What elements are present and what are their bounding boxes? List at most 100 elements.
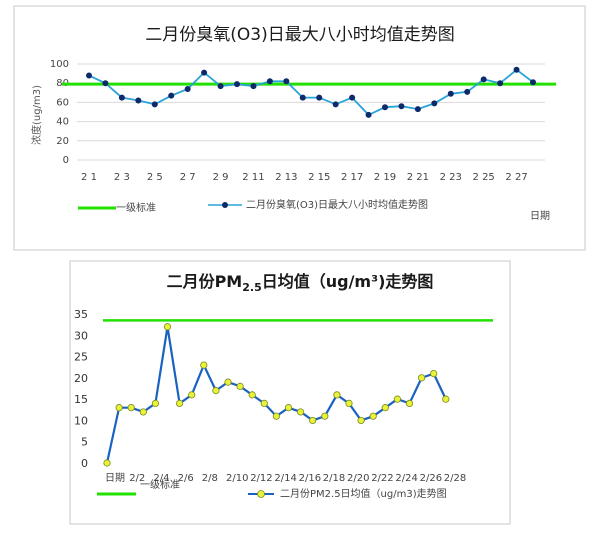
o3-data-point <box>86 72 92 79</box>
o3-data-point <box>266 78 273 85</box>
o3-y-tick-label: 40 <box>56 117 69 128</box>
o3-data-point <box>316 94 323 101</box>
pm25-x-tick-label: 2/8 <box>202 473 218 484</box>
pm25-x-tick-label: 2/16 <box>299 473 321 484</box>
pm25-data-point <box>405 399 414 407</box>
pm25-x-tick-label: 2/6 <box>178 473 194 484</box>
pm25-x-tick-labels: 日期 2/2 2/4 2/6 2/8 2/10 2/12 2/14 2/16 2/18 2/20 2/… <box>105 472 466 484</box>
o3-x-axis-label: 日期 <box>530 210 550 222</box>
o3-data-point <box>234 81 240 88</box>
pm25-x-tick-label: 2/18 <box>323 473 345 484</box>
o3-x-tick-label: 2 3 <box>114 172 130 183</box>
pm25-data-point <box>151 399 159 407</box>
o3-data-point <box>332 101 339 108</box>
o3-data-point <box>217 83 224 90</box>
o3-data-point <box>431 100 438 107</box>
pm25-y-tick-labels: 0 5 10 15 20 25 30 35 <box>74 308 88 470</box>
pm25-data-point <box>260 399 268 407</box>
o3-series-line <box>88 68 534 116</box>
o3-data-point <box>151 101 158 108</box>
pm25-data-point <box>139 408 147 416</box>
o3-data-point <box>283 78 290 85</box>
o3-x-tick-label: 2 7 <box>180 172 196 183</box>
pm25-y-tick-label: 10 <box>74 414 88 427</box>
o3-chart-title: 二月份臭氧(O3)日最大八小时均值走势图 <box>145 25 454 45</box>
pm25-data-point <box>248 391 256 399</box>
pm25-y-tick-label: 0 <box>81 457 88 470</box>
pm25-data-point <box>103 459 111 467</box>
o3-x-tick-label: 2 19 <box>374 172 396 183</box>
o3-data-point <box>447 90 454 97</box>
pm25-data-point <box>224 378 232 386</box>
pm25-data-point <box>357 416 365 425</box>
pm25-y-tick-label: 30 <box>74 329 88 342</box>
o3-data-point <box>184 85 191 92</box>
pm25-legend-standard-label: 一级标准 <box>140 479 180 491</box>
pm25-data-point <box>272 412 280 420</box>
o3-data-point <box>349 94 356 101</box>
o3-x-tick-label: 2 27 <box>505 172 527 183</box>
o3-legend-series-label: 二月份臭氧(O3)日最大八小时均值走势图 <box>246 198 428 211</box>
pm25-data-point <box>381 404 389 412</box>
pm25-legend-series-marker <box>257 490 265 498</box>
pm25-data-point <box>393 395 401 403</box>
o3-data-point <box>513 66 520 73</box>
o3-data-point <box>414 106 421 113</box>
o3-x-tick-label: 2 17 <box>341 172 363 183</box>
o3-data-point <box>102 80 109 87</box>
o3-x-tick-label: 2 23 <box>440 172 462 183</box>
o3-data-point <box>530 79 536 86</box>
pm25-data-point <box>333 391 341 399</box>
pm25-x-tick-label: 2/20 <box>347 473 369 484</box>
pm25-data-point <box>127 404 135 412</box>
pm25-data-point <box>442 395 450 403</box>
pm25-data-point <box>115 404 123 412</box>
pm25-x-tick-label: 2/12 <box>250 473 272 484</box>
pm25-y-tick-label: 20 <box>74 372 88 385</box>
o3-data-point <box>118 94 125 101</box>
pm25-data-point <box>321 412 329 420</box>
pm25-x-tick-label: 2/28 <box>444 473 466 484</box>
o3-data-point <box>464 88 471 95</box>
pm25-data-point <box>417 374 426 382</box>
pm25-data-point <box>284 404 293 412</box>
o3-x-tick-label: 2 5 <box>147 172 163 183</box>
pm25-data-point <box>212 387 220 395</box>
o3-data-point <box>299 94 306 101</box>
pm25-y-tick-label: 25 <box>74 351 88 364</box>
o3-x-tick-label: 2 9 <box>213 172 229 183</box>
pm25-legend-series-label: 二月份PM2.5日均值（ug/m3)走势图 <box>280 487 447 500</box>
o3-x-tick-label: 2 1 <box>81 172 97 183</box>
o3-legend-series-marker <box>222 202 228 208</box>
o3-x-tick-label: 2 13 <box>275 172 297 183</box>
o3-data-point <box>480 76 487 83</box>
o3-y-tick-label: 100 <box>50 59 69 70</box>
o3-x-tick-label: 2 15 <box>308 172 330 183</box>
o3-series <box>86 66 536 118</box>
o3-y-tick-label: 60 <box>56 97 69 108</box>
pm25-data-point <box>430 369 438 378</box>
o3-data-point <box>135 97 142 104</box>
pm25-x-tick-label: 2/10 <box>226 473 248 484</box>
pm25-data-point <box>345 399 353 407</box>
pm25-data-point <box>200 361 208 369</box>
o3-y-tick-label: 0 <box>63 155 69 166</box>
pm25-chart-frame <box>69 260 511 525</box>
pm25-series <box>103 323 450 467</box>
pm25-y-tick-label: 35 <box>74 308 88 321</box>
o3-data-point <box>250 83 257 90</box>
pm25-data-point <box>188 391 196 399</box>
pm25-y-tick-label: 5 <box>81 436 88 449</box>
o3-data-point <box>168 92 175 99</box>
o3-y-tick-label: 20 <box>56 136 69 147</box>
o3-x-tick-label: 2 25 <box>473 172 495 183</box>
o3-data-point <box>365 111 372 118</box>
o3-y-axis-label: 浓度(ug/m3) <box>30 85 43 145</box>
pm25-x-tick-label: 2/24 <box>395 473 417 484</box>
pm25-y-tick-label: 15 <box>74 393 88 406</box>
o3-x-tick-label: 2 21 <box>407 172 429 183</box>
pm25-data-point <box>309 416 317 425</box>
pm25-data-point <box>163 323 172 331</box>
pm25-data-point <box>296 408 305 416</box>
